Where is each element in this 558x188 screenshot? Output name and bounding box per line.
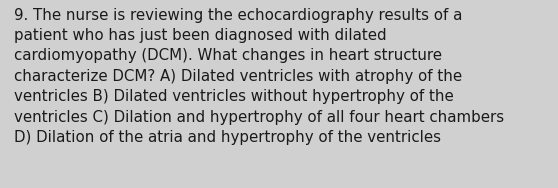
Text: 9. The nurse is reviewing the echocardiography results of a
patient who has just: 9. The nurse is reviewing the echocardio… — [14, 8, 504, 145]
